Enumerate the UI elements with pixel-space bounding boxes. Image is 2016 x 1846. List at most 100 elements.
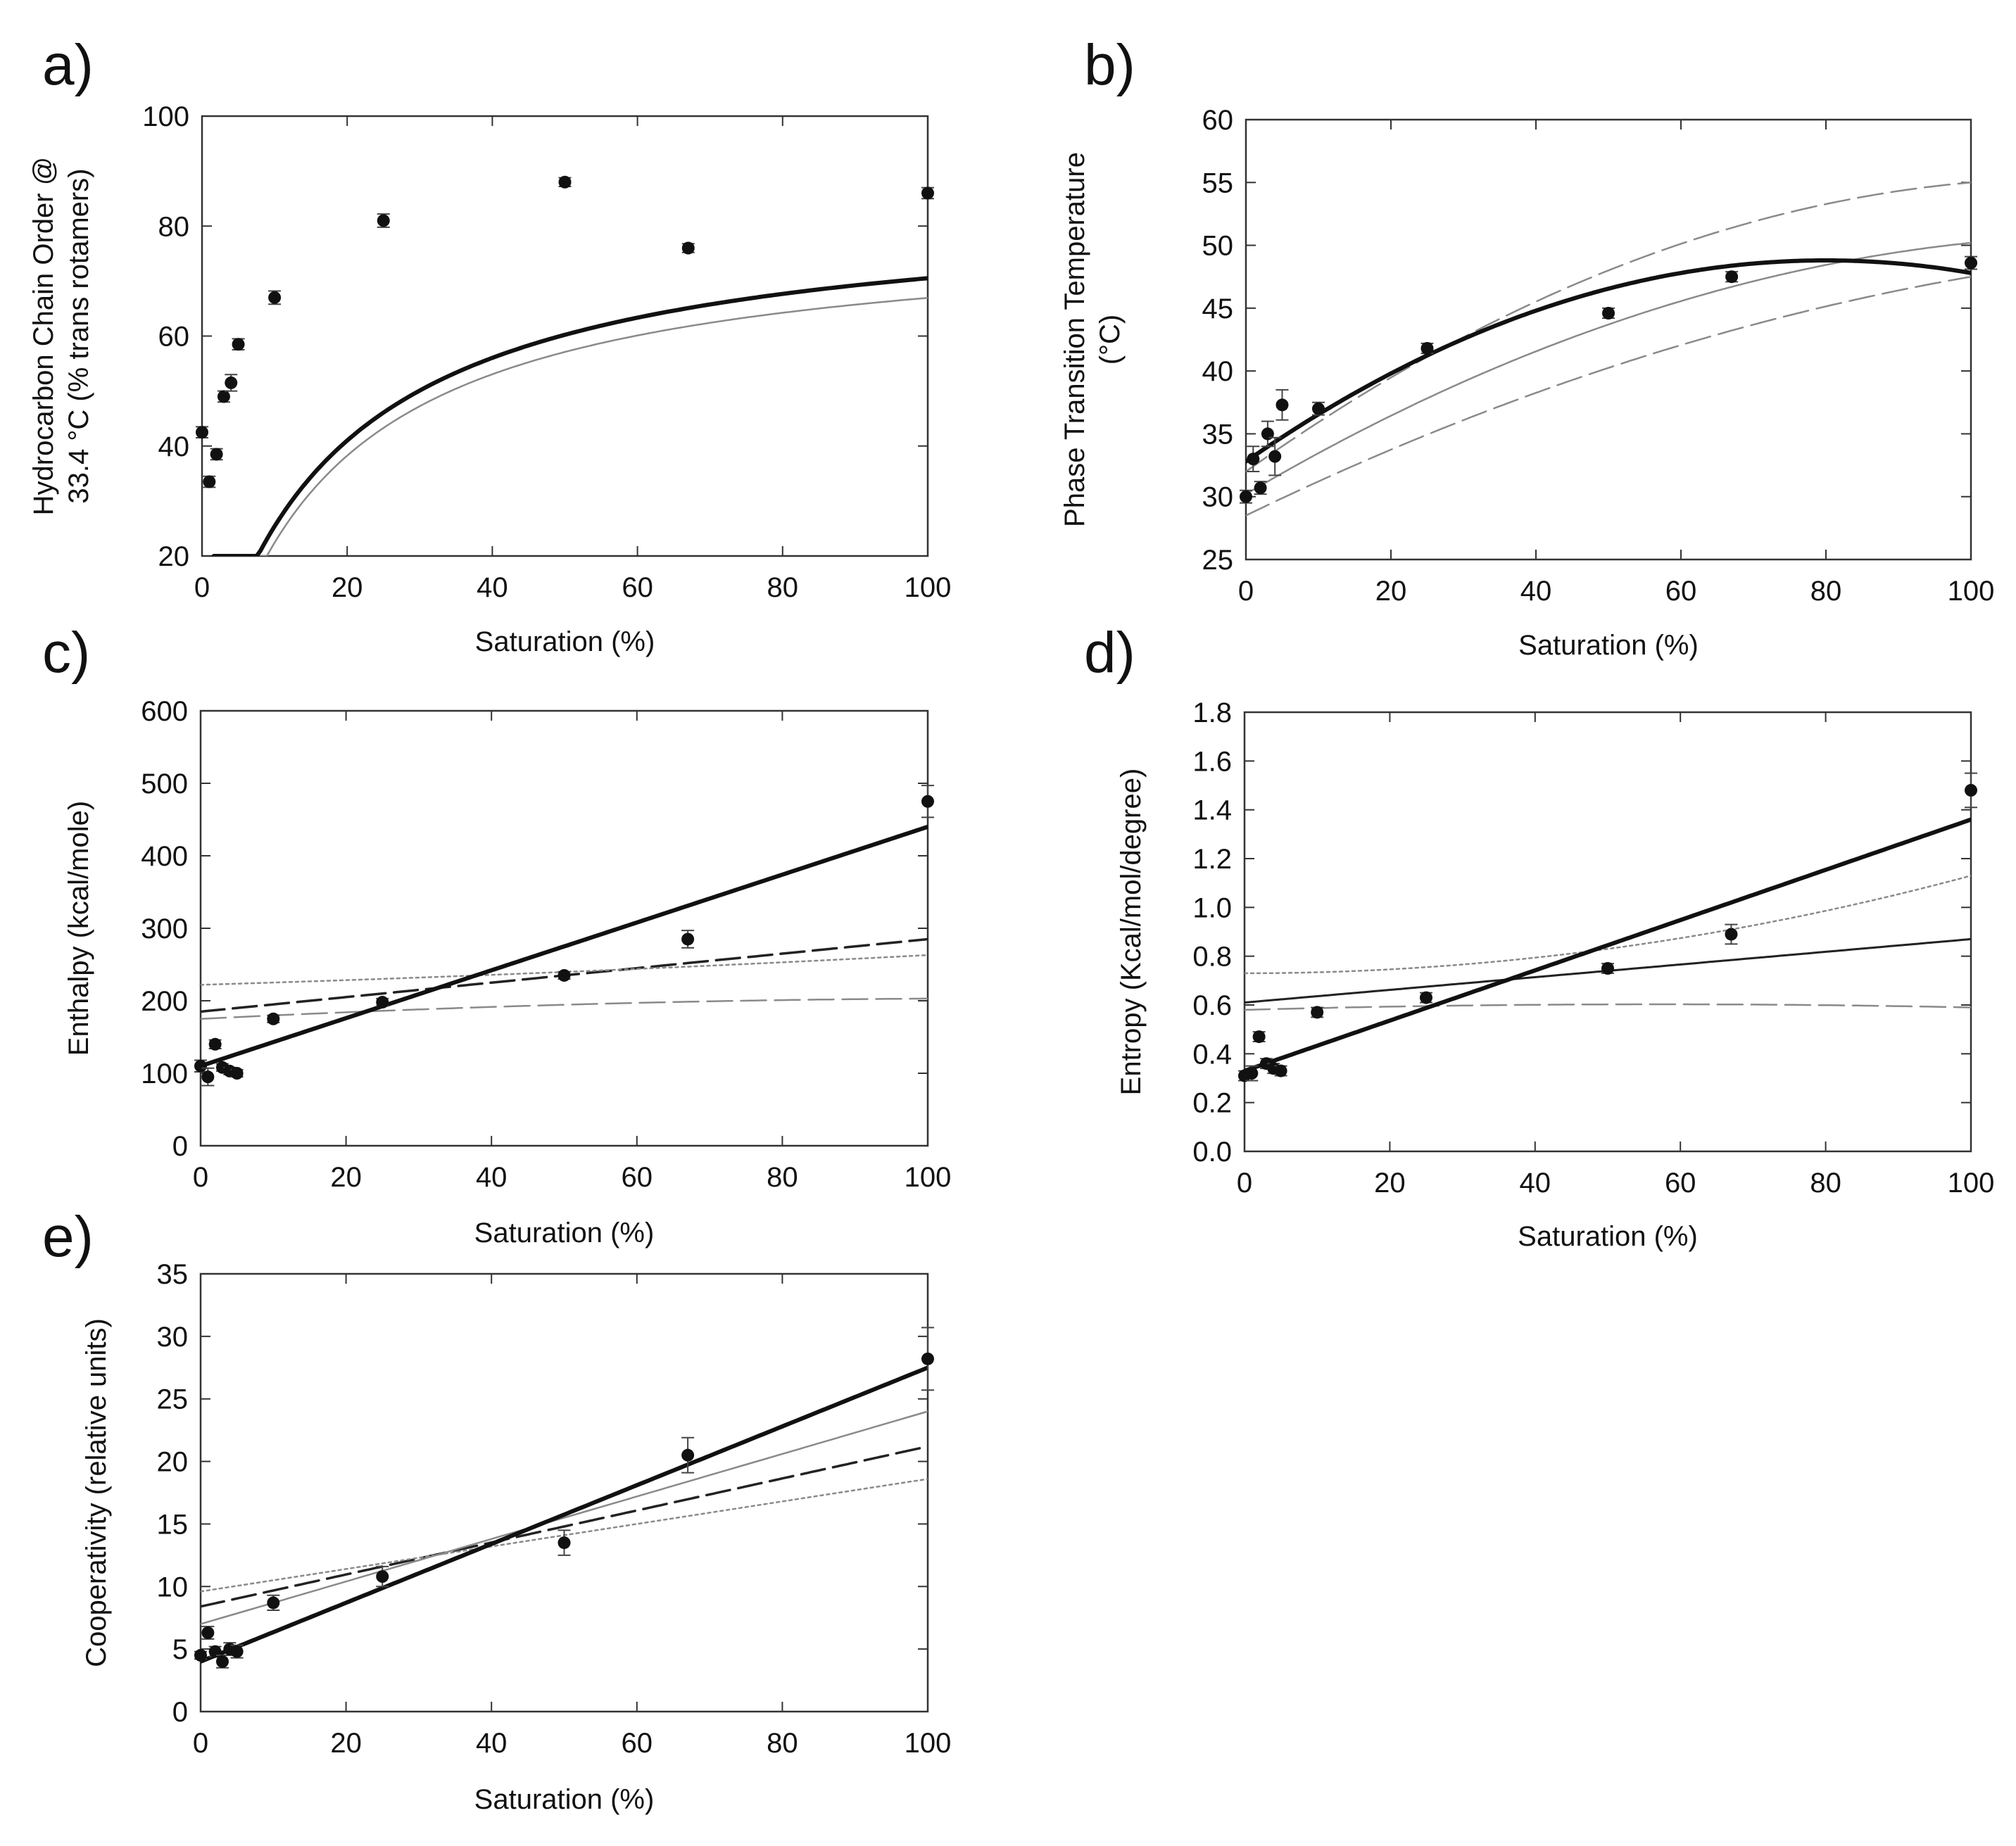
x-tick-label: 20 xyxy=(332,572,363,603)
series-line-upper-band xyxy=(201,1410,928,1625)
data-point xyxy=(201,1070,215,1084)
data-point xyxy=(267,1596,280,1610)
y-tick-label: 10 xyxy=(157,1572,189,1602)
x-tick-label: 60 xyxy=(622,572,653,603)
y-tick-label: 1.2 xyxy=(1192,844,1232,875)
x-tick-label: 80 xyxy=(767,1728,798,1759)
y-tick-label: 500 xyxy=(141,769,188,799)
x-tick-label: 40 xyxy=(1520,576,1552,607)
y-axis-label: Phase Transition Temperature xyxy=(1059,152,1090,527)
series-line-fit xyxy=(1245,817,1971,1073)
chart-panel-b: b) 0 20 40 60 80 100 25 30 35 40 45 50 55 60 Saturation… xyxy=(1059,33,1994,661)
y-axis-label: 33.4 °C (% trans rotamers) xyxy=(63,168,94,503)
y-tick-label: 60 xyxy=(158,322,190,353)
data-point xyxy=(1275,398,1289,412)
x-tick-label: 100 xyxy=(1948,576,1995,607)
data-point xyxy=(225,376,238,389)
y-tick-label: 55 xyxy=(1202,167,1234,198)
series-line-fit xyxy=(1246,258,1971,464)
plot-frame xyxy=(1245,118,1972,561)
data-point xyxy=(376,1570,389,1583)
series-line-fit xyxy=(211,276,928,556)
data-point xyxy=(267,1012,280,1025)
y-tick-label: 0.4 xyxy=(1192,1039,1232,1070)
data-point xyxy=(196,426,208,439)
data-point xyxy=(215,1655,229,1668)
y-axis-label: Hydrocarbon Chain Order @ xyxy=(28,157,59,516)
y-axis-label: Cooperativity (relative units) xyxy=(81,1318,112,1667)
y-tick-label: 100 xyxy=(142,101,189,132)
x-tick-label: 0 xyxy=(1238,576,1254,607)
data-point xyxy=(1240,490,1252,503)
y-tick-label: 0 xyxy=(172,1131,188,1162)
series-line-fit-2 xyxy=(201,1445,928,1608)
x-tick-label: 40 xyxy=(476,1162,508,1193)
y-tick-label: 0.6 xyxy=(1192,990,1232,1021)
y-tick-label: 30 xyxy=(157,1322,189,1353)
y-tick-label: 25 xyxy=(157,1384,189,1415)
data-point xyxy=(921,187,934,200)
series-line-upper-band xyxy=(1246,182,1971,473)
data-point xyxy=(1420,991,1432,1004)
data-point xyxy=(1268,450,1282,463)
y-tick-label: 80 xyxy=(158,211,190,242)
y-tick-label: 0.0 xyxy=(1192,1137,1232,1168)
data-point xyxy=(1245,1067,1259,1080)
x-tick-label: 60 xyxy=(622,1728,653,1759)
y-tick-label: 35 xyxy=(157,1259,189,1290)
y-tick-label: 1.8 xyxy=(1192,697,1232,728)
y-tick-label: 200 xyxy=(141,986,188,1017)
x-tick-label: 80 xyxy=(1810,1168,1841,1199)
data-point xyxy=(230,1645,244,1658)
x-tick-label: 0 xyxy=(193,1162,208,1193)
y-tick-label: 40 xyxy=(1202,356,1234,387)
data-point xyxy=(217,390,230,403)
x-tick-label: 100 xyxy=(905,1728,952,1759)
x-axis-label: Saturation (%) xyxy=(474,1218,655,1248)
y-tick-label: 15 xyxy=(157,1509,189,1540)
data-point xyxy=(681,933,695,946)
x-tick-label: 0 xyxy=(193,1728,208,1759)
series-line-fit-2 xyxy=(220,297,928,556)
x-tick-label: 80 xyxy=(767,572,799,603)
series-line-lower-band xyxy=(1245,1003,1971,1011)
data-point xyxy=(1965,256,1977,270)
data-point xyxy=(201,1626,215,1640)
y-axis-label: (°C) xyxy=(1095,315,1126,365)
y-tick-label: 400 xyxy=(141,841,188,872)
data-point xyxy=(1247,453,1260,466)
y-tick-label: 30 xyxy=(1202,482,1234,513)
data-point xyxy=(203,475,216,488)
data-point xyxy=(1601,962,1614,975)
y-tick-label: 100 xyxy=(141,1058,188,1089)
data-point xyxy=(1274,1064,1287,1077)
series-line-lower-band xyxy=(1246,275,1971,517)
data-point xyxy=(1602,307,1615,320)
data-point xyxy=(232,338,245,351)
y-tick-label: 60 xyxy=(1202,105,1234,136)
y-tick-label: 0.8 xyxy=(1192,942,1232,973)
y-tick-label: 5 xyxy=(172,1634,188,1665)
y-tick-label: 45 xyxy=(1202,293,1234,324)
chart-panel-c: c) 0 20 40 60 80 100 0 100 200 300 400 500 600 Saturat… xyxy=(42,621,951,1248)
chart-panel-d: d) 0 20 40 60 80 100 0.0 0.2 0.4 0.6 0.8 1.0 1.2 1.4 1.… xyxy=(1084,621,1994,1252)
x-tick-label: 20 xyxy=(330,1728,362,1759)
panel-label-d: d) xyxy=(1084,621,1135,685)
x-tick-label: 0 xyxy=(194,572,210,603)
data-point xyxy=(1965,783,1977,797)
y-tick-label: 35 xyxy=(1202,419,1234,450)
data-point xyxy=(1312,402,1325,415)
data-point xyxy=(681,241,695,255)
data-point xyxy=(210,448,223,461)
plot-frame xyxy=(199,1272,929,1713)
plot-frame xyxy=(199,709,929,1147)
x-tick-label: 60 xyxy=(1665,576,1697,607)
y-tick-label: 1.6 xyxy=(1192,746,1232,777)
data-point xyxy=(1254,481,1267,495)
y-tick-label: 40 xyxy=(158,431,190,462)
series-line-fit xyxy=(201,824,928,1068)
x-tick-label: 20 xyxy=(330,1162,362,1193)
data-point xyxy=(1725,270,1739,284)
